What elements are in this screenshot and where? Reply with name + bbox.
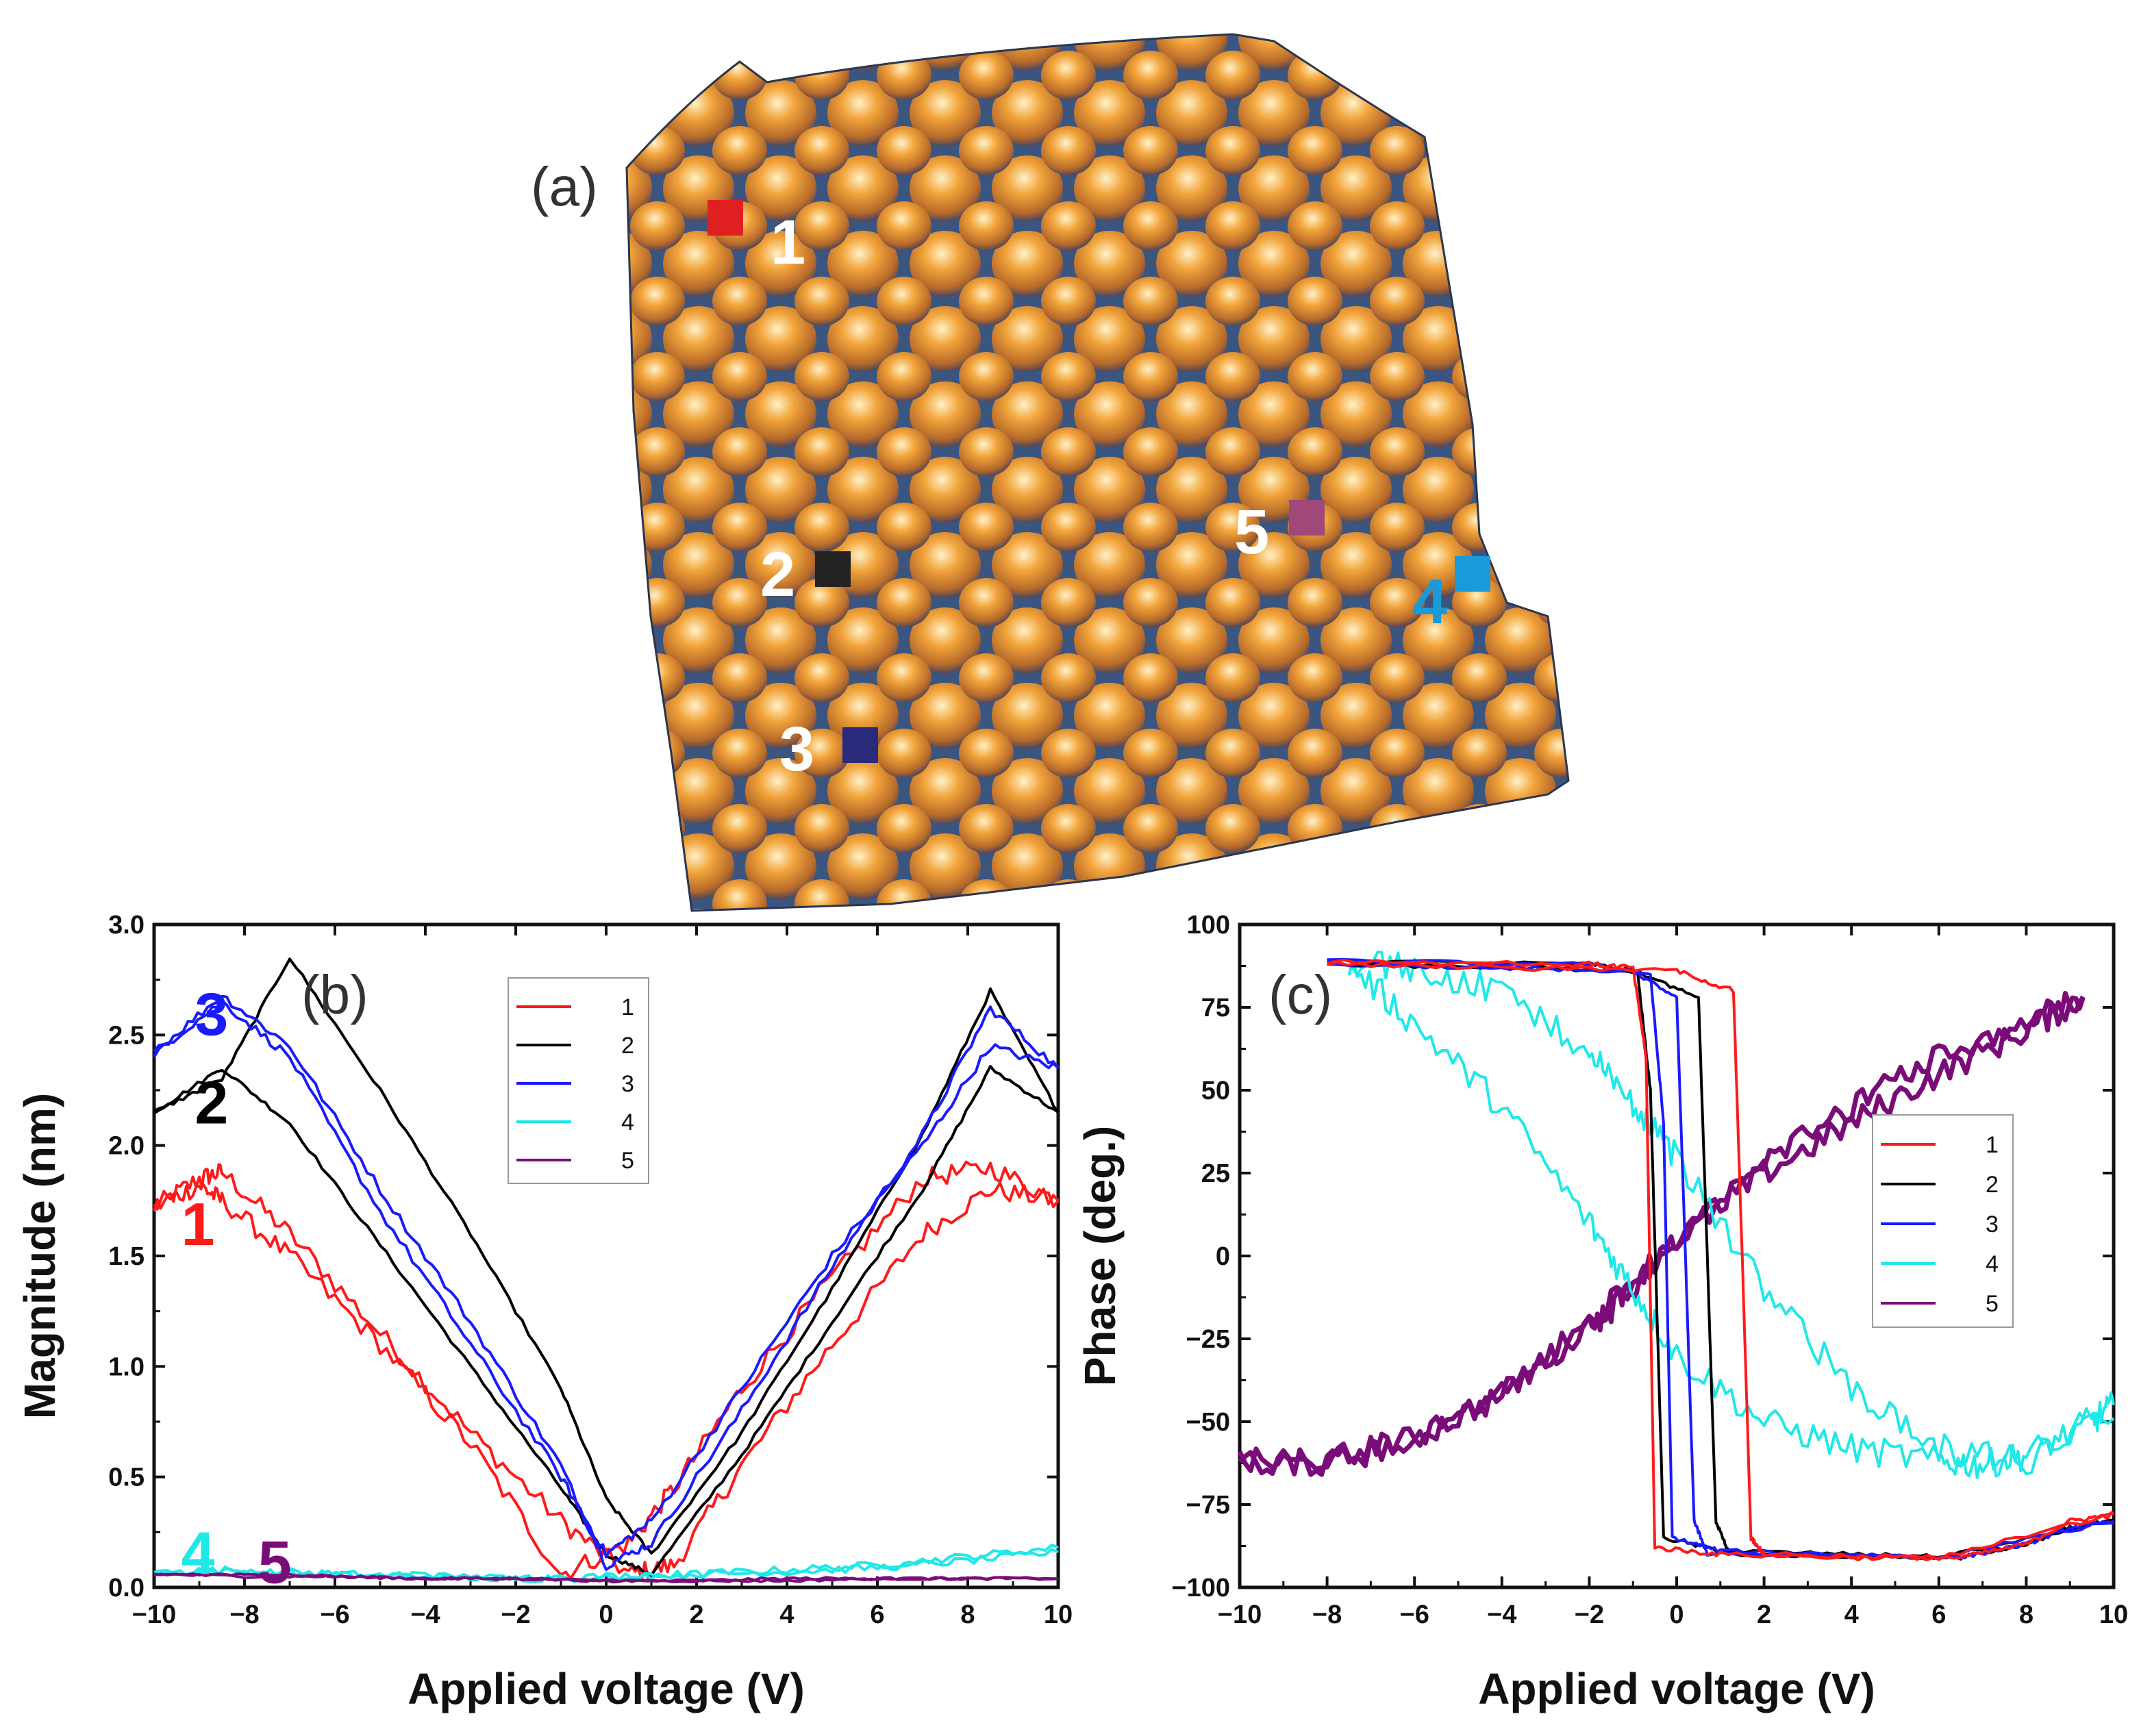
ticks-c: −10 −8 −6 −4 −2 0 2 4 6 8 10−100−75−50−25025507510… [1171, 911, 2128, 1629]
legend-label-c-3: 3 [1986, 1211, 1999, 1237]
panel-a-label: (a) [531, 156, 598, 217]
xtick-label-b: 10 [1044, 1600, 1073, 1629]
marker-3-label: 3 [779, 714, 814, 784]
xtick-label-c: 2 [1757, 1600, 1771, 1629]
marker-2-label: 2 [760, 540, 795, 609]
curve-label-b-1: 1 [182, 1190, 215, 1258]
ytick-label-c: −50 [1186, 1408, 1230, 1437]
ytick-label-b: 0.0 [108, 1574, 145, 1602]
ytick-label-c: 25 [1201, 1159, 1230, 1188]
xtick-label-b: 4 [779, 1600, 794, 1629]
ytick-label-b: 0.5 [108, 1463, 145, 1492]
ytick-label-c: −25 [1186, 1325, 1230, 1354]
legend-c: 1 2 3 4 5 [1872, 1114, 2014, 1328]
ytick-label-c: 75 [1201, 994, 1230, 1022]
legend-label-b-5: 5 [621, 1148, 634, 1174]
legend-label-b-2: 2 [621, 1033, 634, 1059]
ytick-label-b: 1.5 [108, 1242, 145, 1271]
xtick-label-b: 8 [960, 1600, 975, 1629]
ytick-label-c: 100 [1187, 911, 1230, 940]
legend-b: 1 2 3 4 5 [508, 977, 649, 1184]
xtick-label-c: 4 [1844, 1600, 1859, 1629]
xlabel-b: Applied voltage (V) [408, 1664, 805, 1713]
marker-3-square [842, 727, 878, 763]
panel-b-label: (b) [301, 964, 368, 1025]
afm-surface-image [625, 33, 1570, 912]
marker-5-label: 5 [1234, 497, 1269, 567]
series-c-1-forward [1327, 958, 2115, 1561]
xtick-label-c: −2 [1575, 1600, 1604, 1629]
series-b-5-down [153, 1572, 1059, 1583]
curve-label-b-5: 5 [258, 1529, 292, 1596]
xtick-label-b: 2 [689, 1600, 703, 1629]
legend-label-c-4: 4 [1986, 1251, 1999, 1277]
legend-label-c-2: 2 [1986, 1172, 1999, 1198]
afm-surface-panel: (a) 1 2 3 4 5 [531, 33, 1570, 912]
marker-2-square [815, 551, 851, 587]
series-c-4-forward [1347, 959, 2115, 1479]
xlabel-c: Applied voltage (V) [1478, 1664, 1875, 1713]
curve-label-b-3: 3 [195, 980, 228, 1048]
legend-box-b [508, 977, 649, 1184]
xtick-label-c: 8 [2019, 1600, 2034, 1629]
legend-label-b-4: 4 [621, 1109, 634, 1135]
series-b-3-up [153, 994, 1060, 1571]
curve-label-b-4: 4 [182, 1520, 215, 1587]
series-b-1-up [153, 1163, 1060, 1581]
series-b [153, 957, 1060, 1584]
ticks-b: −10 −8 −6 −4 −2 0 2 4 6 8 10 0.0 0.5 1.0 1.5 2.0 2.5 3.0 [108, 911, 1073, 1629]
xtick-label-c: −6 [1400, 1600, 1429, 1629]
legend-label-b-1: 1 [621, 994, 634, 1020]
marker-4-square [1455, 556, 1490, 592]
ytick-label-c: 0 [1216, 1242, 1230, 1271]
xtick-label-c: −10 [1218, 1600, 1262, 1629]
legend-label-b-3: 3 [621, 1071, 634, 1097]
series-b-3-down [153, 998, 1060, 1559]
xtick-label-b: −2 [501, 1600, 530, 1629]
xtick-label-b: −4 [410, 1600, 440, 1629]
ytick-label-b: 2.5 [108, 1021, 145, 1050]
xtick-label-c: 0 [1669, 1600, 1684, 1629]
ytick-label-b: 1.0 [108, 1353, 145, 1381]
legend-box-c [1872, 1114, 2014, 1328]
series-c-4-reverse [1348, 951, 2115, 1476]
series-b-1-down [153, 1160, 1060, 1580]
magnitude-chart: −10 −8 −6 −4 −2 0 2 4 6 8 100.00.51.01.52.02.53.0 … [15, 911, 1073, 1713]
marker-1-label: 1 [771, 207, 805, 277]
ylabel-b: Magnitude (nm) [15, 1093, 64, 1419]
xtick-label-b: −6 [320, 1600, 349, 1629]
marker-1-square [708, 200, 743, 236]
xtick-label-c: 10 [2099, 1600, 2128, 1629]
ytick-label-c: 50 [1201, 1077, 1230, 1105]
series-c [1237, 951, 2115, 1561]
marker-5-square [1289, 500, 1325, 536]
ytick-label-c: −100 [1171, 1574, 1230, 1602]
ylabel-c: Phase (deg.) [1075, 1126, 1125, 1387]
legend-label-c-1: 1 [1986, 1132, 1999, 1158]
legend-label-c-5: 5 [1986, 1291, 1999, 1317]
xtick-label-b: 6 [870, 1600, 884, 1629]
curve-label-b-2: 2 [195, 1068, 228, 1136]
phase-chart: −10 −8 −6 −4 −2 0 2 4 6 8 10−100−75−50−25025507510… [1075, 911, 2128, 1713]
xtick-label-c: −8 [1312, 1600, 1342, 1629]
ytick-label-c: −75 [1186, 1491, 1230, 1520]
xtick-label-b: 0 [599, 1600, 613, 1629]
series-c-1-reverse [1327, 961, 2114, 1561]
xtick-label-c: −4 [1487, 1600, 1516, 1629]
xtick-label-c: 6 [1931, 1600, 1946, 1629]
xtick-label-b: −8 [229, 1600, 259, 1629]
curve-labels-b: 1 2 3 4 5 [182, 980, 292, 1596]
marker-4-label: 4 [1412, 567, 1447, 637]
panel-c-label: (c) [1268, 964, 1332, 1025]
ytick-label-b: 3.0 [108, 911, 145, 940]
series-b-4-down [153, 1548, 1059, 1583]
xtick-label-b: −10 [132, 1600, 176, 1629]
ytick-label-b: 2.0 [108, 1132, 145, 1161]
